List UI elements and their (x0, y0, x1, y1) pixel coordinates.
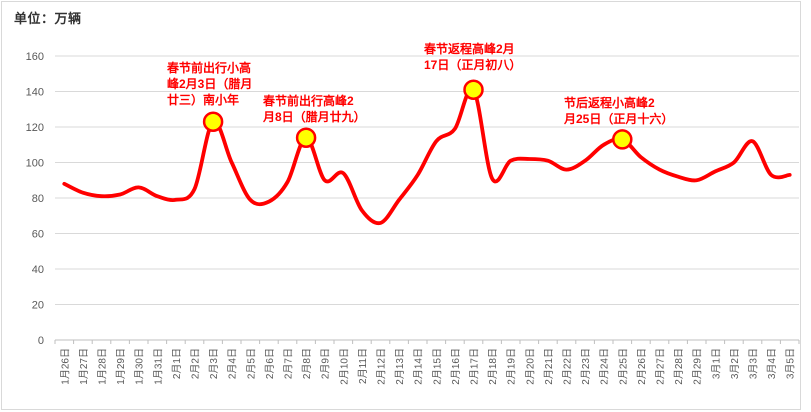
y-tick-label: 0 (38, 335, 44, 347)
x-tick-label: 2月11日 (357, 348, 369, 384)
x-tick-label: 2月8日 (301, 348, 313, 379)
traffic-series-line (62, 86, 792, 226)
x-tick-label: 1月26日 (59, 348, 71, 385)
x-tick-label: 1月28日 (97, 348, 109, 385)
y-tick-label: 120 (26, 122, 44, 134)
x-tick-label: 2月17日 (469, 348, 481, 385)
y-tick-label: 60 (32, 229, 44, 241)
x-tick-label: 2月25日 (617, 348, 629, 385)
y-tick-label: 140 (26, 87, 44, 99)
y-tick-label: 160 (26, 51, 44, 63)
annotation-pre-festival-minor-peak: 春节前出行小高 峰2月3日（腊月 廿三）南小年 (167, 61, 253, 107)
peak-markers (202, 79, 633, 150)
x-tick-label: 2月24日 (599, 348, 611, 385)
x-tick-label: 2月5日 (245, 348, 257, 379)
x-tick-label: 2月29日 (692, 348, 704, 385)
unit-label: 单位：万辆 (14, 11, 82, 26)
x-tick-label: 2月19日 (506, 348, 518, 385)
x-tick-label: 2月27日 (655, 348, 667, 385)
x-tick-label: 2月7日 (283, 348, 295, 379)
x-tick-label: 2月1日 (171, 348, 183, 379)
x-tick-label: 3月2日 (729, 348, 741, 379)
y-tick-label: 80 (32, 193, 44, 205)
x-tick-label: 2月20日 (524, 348, 536, 385)
x-tick-label: 2月12日 (376, 348, 388, 385)
x-tick-label: 2月2日 (190, 348, 202, 379)
x-tick-label: 2月22日 (562, 348, 574, 385)
y-tick-label: 100 (26, 158, 44, 170)
annotation-pre-festival-peak: 春节前出行高峰2 月8日（腊月廿九） (263, 94, 366, 124)
x-tick-label: 2月26日 (636, 348, 648, 385)
annotation-post-festival-minor-peak: 节后返程小高峰2 月25日（正月十六） (564, 96, 674, 126)
x-tick-label: 2月6日 (264, 348, 276, 379)
x-tick-label: 2月3日 (208, 348, 220, 379)
x-tick-label: 3月1日 (710, 348, 722, 379)
peak-marker (463, 79, 484, 100)
x-tick-label: 1月29日 (115, 348, 127, 385)
x-tick-label: 2月18日 (487, 348, 499, 385)
x-tick-label: 3月4日 (766, 348, 778, 379)
peak-marker (295, 127, 317, 148)
peak-marker (202, 111, 224, 132)
x-tick-label: 2月21日 (543, 348, 555, 385)
x-tick-label: 1月27日 (78, 348, 90, 385)
peak-marker (612, 129, 633, 150)
x-tick-label: 2月4日 (227, 348, 239, 379)
y-tick-label: 40 (32, 264, 44, 276)
x-tick-label: 3月5日 (785, 348, 797, 379)
x-tick-label: 2月14日 (413, 348, 425, 385)
y-axis-labels: 0 20 40 60 80 100 120 140 160 (26, 51, 44, 347)
x-tick-label: 1月30日 (134, 348, 146, 385)
x-tick-label: 2月23日 (580, 348, 592, 385)
x-tick-label: 2月15日 (431, 348, 443, 385)
y-tick-label: 20 (32, 300, 44, 312)
annotation-return-peak: 春节返程高峰2月 17日（正月初八） (424, 42, 522, 72)
x-axis-labels: 1月26日 1月27日 1月28日 1月29日 1月30日 1月31日 2月1日 2月2日 2月… (59, 348, 796, 385)
x-tick-label: 1月31日 (152, 348, 164, 385)
x-tick-label: 3月3日 (748, 348, 760, 379)
x-tick-label: 2月13日 (394, 348, 406, 385)
x-tick-label: 2月28日 (673, 348, 685, 385)
x-tick-label: 2月10日 (338, 348, 350, 385)
x-tick-label: 2月9日 (320, 348, 332, 379)
x-tick-label: 2月16日 (450, 348, 462, 385)
x-axis (54, 339, 800, 344)
